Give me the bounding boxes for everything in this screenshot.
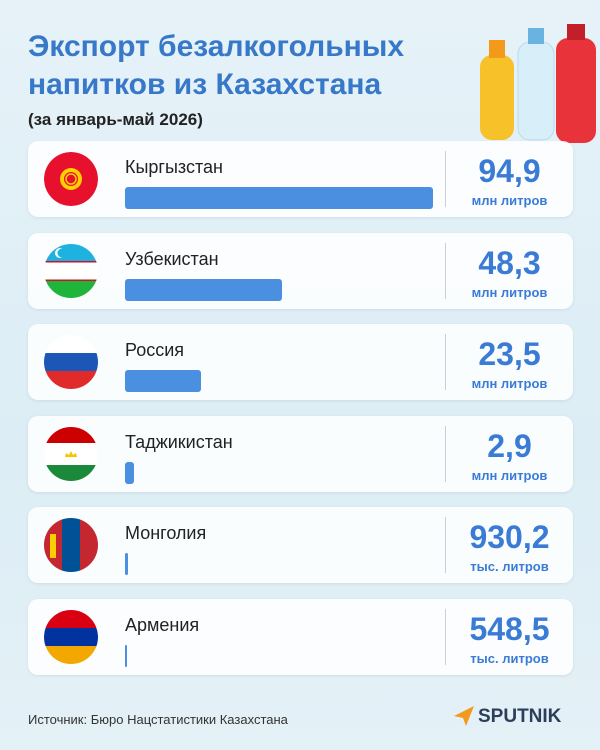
bar: [125, 370, 202, 392]
flag: [44, 518, 98, 572]
bar: [125, 553, 129, 575]
flag: [44, 426, 98, 481]
brand: SPUTNIK: [478, 706, 562, 727]
value-label: 94,9: [478, 153, 541, 189]
row-card: Таджикистан 2,9 млн литров: [28, 415, 573, 492]
value-label: 930,2: [469, 519, 550, 555]
row-card: Узбекистан 48,3 млн литров: [28, 232, 573, 309]
value-label: 548,5: [469, 610, 550, 647]
divider: [445, 242, 446, 299]
bar: [125, 461, 135, 484]
value-label: 48,3: [478, 244, 541, 281]
divider: [445, 334, 446, 390]
unit-label: тыс. литров: [470, 559, 549, 574]
country-name: Узбекистан: [125, 248, 219, 269]
flag: [44, 609, 98, 664]
unit-label: млн литров: [471, 284, 548, 300]
bar: [125, 644, 127, 667]
country-name: Таджикистан: [125, 431, 233, 452]
divider: [445, 517, 446, 573]
title: Экспорт безалкогольных напитков из Казах…: [28, 30, 405, 101]
divider: [445, 608, 446, 665]
country-name: Россия: [125, 340, 185, 360]
country-name: Кыргызстан: [125, 157, 223, 177]
country-name: Армения: [125, 614, 200, 635]
row-card: Армения 548,5 тыс. литров: [28, 598, 573, 675]
bar: [125, 187, 433, 209]
unit-label: млн литров: [471, 376, 548, 391]
flag: [44, 335, 98, 389]
source: Источник: Бюро Нацстатистики Казахстана: [28, 712, 288, 727]
flag: [44, 152, 98, 206]
divider: [445, 425, 446, 482]
country-name: Монголия: [125, 523, 207, 543]
brand-logo: [454, 706, 474, 726]
value-label: 23,5: [478, 336, 541, 372]
unit-label: млн литров: [471, 467, 548, 483]
value-label: 2,9: [487, 427, 532, 464]
row-card: Монголия 930,2 тыс. литров: [28, 507, 573, 583]
bottles-decoration: [480, 24, 596, 143]
divider: [445, 151, 446, 207]
subtitle: (за январь-май 2026): [28, 110, 203, 129]
unit-label: млн литров: [471, 193, 548, 208]
row-card: Россия 23,5 млн литров: [28, 324, 573, 400]
unit-label: тыс. литров: [470, 650, 549, 666]
bar: [125, 278, 282, 301]
flag: [44, 243, 98, 298]
row-card: Кыргызстан 94,9 млн литров: [28, 141, 573, 217]
